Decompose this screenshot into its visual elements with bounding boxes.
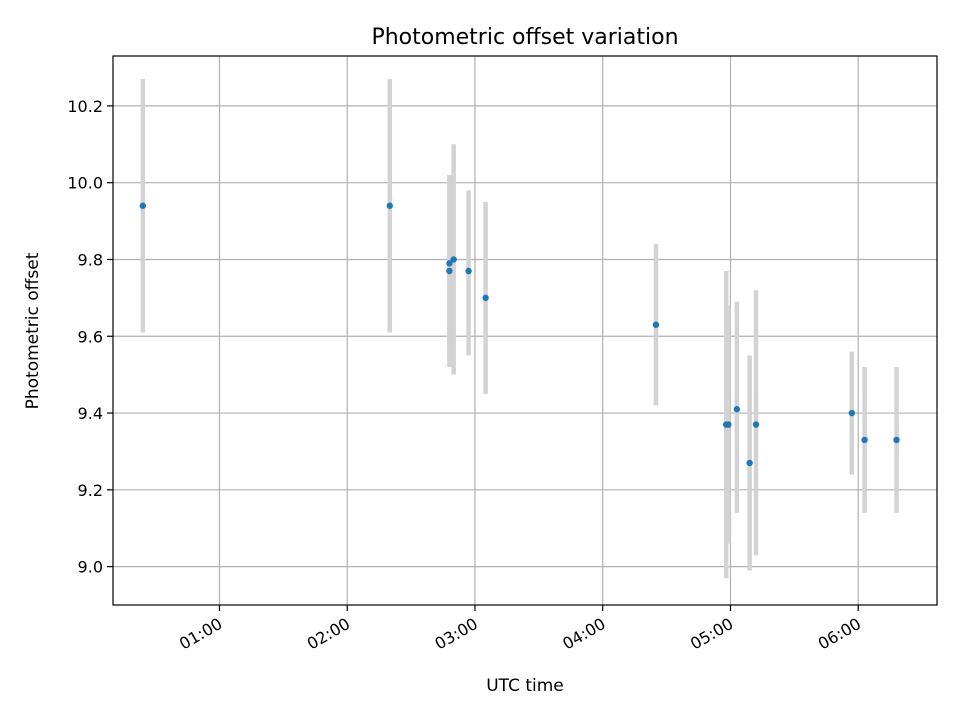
- x-tick-label: 02:00: [304, 614, 353, 654]
- y-tick-label: 10.2: [67, 97, 103, 116]
- data-point: [861, 436, 868, 444]
- data-point: [482, 294, 489, 302]
- data-point: [848, 409, 856, 417]
- y-axis-label: Photometric offset: [23, 252, 43, 409]
- x-axis-ticks: 01:00 02:00 03:00 04:00 05:00 06:00: [176, 605, 864, 654]
- data-point: [652, 321, 660, 328]
- y-tick-label: 9.0: [78, 558, 103, 577]
- x-tick-label: 06:00: [815, 614, 864, 654]
- data-point: [139, 202, 147, 209]
- data-point: [893, 436, 900, 444]
- x-tick-label: 03:00: [432, 614, 481, 654]
- y-tick-label: 9.8: [78, 250, 103, 269]
- y-tick-label: 9.6: [78, 327, 103, 346]
- grid: [113, 56, 937, 605]
- data-point: [465, 267, 472, 275]
- data-point: [733, 406, 741, 413]
- data-point: [725, 421, 732, 428]
- y-tick-label: 9.2: [78, 481, 103, 500]
- y-tick-label: 10.0: [67, 174, 103, 193]
- errorbars: [140, 79, 899, 579]
- data-point: [446, 260, 453, 267]
- plot-area-frame: [112, 55, 938, 606]
- data-point: [450, 256, 457, 263]
- x-tick-label: 01:00: [176, 614, 225, 654]
- y-tick-label: 9.4: [78, 404, 103, 423]
- data-points: [139, 202, 900, 467]
- data-point: [386, 202, 393, 209]
- data-point: [752, 421, 760, 428]
- x-axis-label: UTC time: [486, 676, 564, 696]
- y-axis-ticks: 9.0 9.2 9.4 9.6 9.8 10.0 10.2: [67, 97, 113, 577]
- chart-title: Photometric offset variation: [371, 25, 678, 50]
- x-tick-label: 04:00: [559, 614, 608, 654]
- data-point: [746, 459, 753, 467]
- x-tick-label: 05:00: [687, 614, 736, 654]
- data-point: [446, 267, 453, 275]
